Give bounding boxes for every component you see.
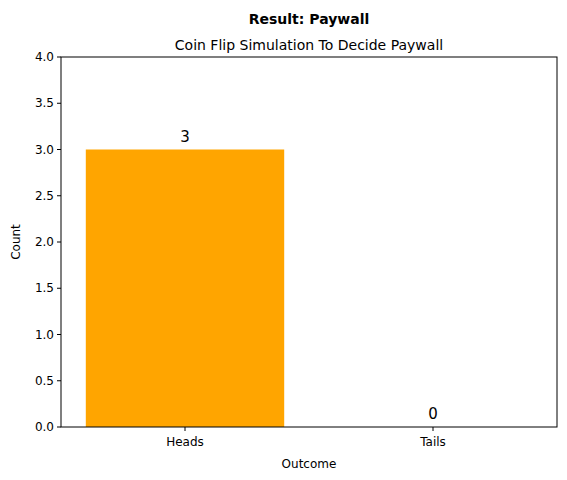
y-tick-label: 2.5 <box>35 189 54 203</box>
y-tick <box>57 380 61 381</box>
y-tick <box>57 427 61 428</box>
y-tick <box>57 149 61 150</box>
y-tick <box>57 334 61 335</box>
y-tick-label: 2.0 <box>35 235 54 249</box>
y-tick-label: 3.0 <box>35 143 54 157</box>
bar <box>86 150 284 428</box>
bars <box>86 150 284 428</box>
data-label: 3 <box>180 128 190 146</box>
y-tick <box>57 103 61 104</box>
y-tick <box>57 195 61 196</box>
y-tick-label: 1.5 <box>35 281 54 295</box>
x-tick <box>185 427 186 431</box>
x-axis-label: Outcome <box>282 457 337 471</box>
y-tick-label: 3.5 <box>35 96 54 110</box>
x-tick-label: Tails <box>419 435 446 449</box>
chart: Result: Paywall Coin Flip Simulation To D… <box>0 0 567 480</box>
x-tick <box>433 427 434 431</box>
data-label: 0 <box>428 405 438 423</box>
y-tick <box>57 242 61 243</box>
title: Coin Flip Simulation To Decide Paywall <box>175 37 443 53</box>
y-tick-label: 0.5 <box>35 374 54 388</box>
plot-frame <box>61 57 557 427</box>
x-tick-label: Heads <box>166 435 204 449</box>
suptitle: Result: Paywall <box>249 11 370 27</box>
y-tick-label: 0.0 <box>35 420 54 434</box>
y-tick <box>57 288 61 289</box>
y-axis-label: Count <box>9 224 23 260</box>
y-tick-label: 4.0 <box>35 50 54 64</box>
y-tick <box>57 57 61 58</box>
y-tick-label: 1.0 <box>35 328 54 342</box>
